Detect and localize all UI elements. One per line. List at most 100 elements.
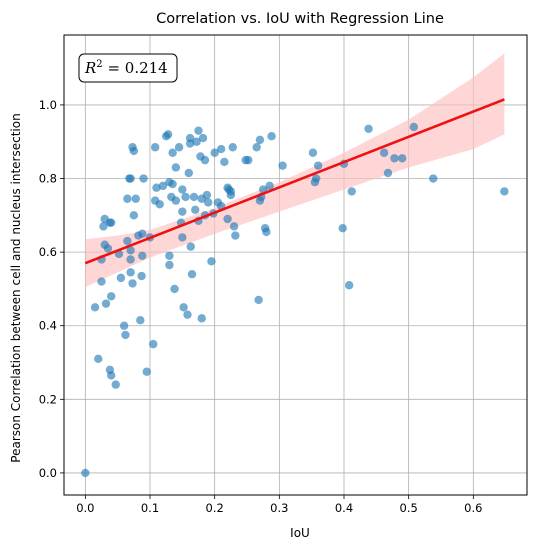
data-point bbox=[229, 222, 239, 231]
data-point bbox=[174, 143, 184, 152]
data-point bbox=[137, 271, 146, 281]
confidence-band-layer bbox=[85, 53, 505, 288]
x-tick-label: 0.4 bbox=[335, 501, 353, 515]
data-point bbox=[119, 321, 129, 330]
data-point bbox=[202, 190, 212, 200]
data-point bbox=[192, 137, 201, 146]
data-point bbox=[347, 187, 356, 196]
confidence-band bbox=[85, 53, 505, 288]
data-point bbox=[171, 163, 181, 172]
data-point bbox=[429, 174, 438, 183]
data-point bbox=[252, 143, 261, 152]
annotation-text: R2 = 0.214 bbox=[84, 59, 168, 77]
data-point bbox=[228, 143, 237, 152]
y-axis-ticks: 0.0 0.2 0.4 0.6 0.8 1.0 bbox=[39, 98, 64, 480]
data-point bbox=[244, 155, 253, 165]
data-point bbox=[178, 185, 187, 194]
y-axis-label: Pearson Correlation between cell and nuc… bbox=[9, 113, 23, 462]
data-point bbox=[338, 224, 347, 233]
data-point bbox=[139, 174, 148, 183]
data-point bbox=[197, 314, 206, 323]
data-point bbox=[216, 144, 226, 154]
data-point bbox=[94, 354, 103, 364]
y-tick-label: 0.8 bbox=[39, 172, 57, 186]
data-point bbox=[181, 192, 190, 202]
data-point bbox=[158, 181, 168, 191]
regression-line bbox=[84, 98, 505, 265]
data-point bbox=[90, 303, 100, 312]
data-point bbox=[149, 339, 158, 349]
annotation-value: = 0.214 bbox=[103, 59, 168, 77]
data-point bbox=[111, 380, 120, 389]
data-point bbox=[191, 205, 200, 214]
data-point bbox=[126, 255, 135, 264]
data-point bbox=[308, 148, 318, 157]
annotation-prefix: R bbox=[84, 59, 96, 77]
data-point bbox=[267, 132, 276, 141]
data-point bbox=[183, 310, 192, 319]
data-point bbox=[131, 194, 140, 203]
data-point bbox=[126, 174, 135, 183]
data-point bbox=[170, 284, 179, 294]
data-point bbox=[409, 122, 419, 132]
data-point bbox=[379, 148, 389, 157]
data-point bbox=[168, 148, 177, 157]
data-point bbox=[178, 207, 187, 216]
data-point bbox=[123, 236, 132, 246]
data-point bbox=[81, 468, 90, 478]
data-point bbox=[187, 270, 197, 279]
data-point bbox=[126, 246, 135, 255]
data-point bbox=[155, 200, 164, 209]
data-point bbox=[223, 214, 232, 224]
annotation-sup: 2 bbox=[96, 59, 102, 70]
data-point bbox=[210, 148, 219, 157]
data-point bbox=[231, 231, 240, 240]
data-point bbox=[344, 281, 354, 290]
data-point bbox=[364, 124, 373, 134]
data-point bbox=[397, 154, 407, 163]
x-tick-label: 0.0 bbox=[76, 501, 94, 515]
y-tick-label: 0.6 bbox=[39, 245, 57, 259]
x-tick-label: 0.6 bbox=[464, 501, 482, 515]
data-point bbox=[390, 154, 399, 163]
data-point bbox=[200, 155, 210, 165]
data-point bbox=[226, 190, 236, 200]
data-point bbox=[194, 126, 203, 135]
data-point bbox=[101, 299, 111, 308]
x-tick-label: 0.1 bbox=[141, 501, 159, 515]
data-point bbox=[204, 198, 213, 207]
regression-layer bbox=[84, 98, 505, 265]
data-point bbox=[129, 211, 139, 220]
y-tick-label: 0.2 bbox=[39, 392, 57, 406]
data-point bbox=[121, 330, 130, 340]
data-point bbox=[165, 260, 174, 270]
data-point bbox=[107, 371, 116, 380]
x-axis-label: IoU bbox=[290, 526, 310, 540]
data-points bbox=[81, 122, 509, 478]
data-point bbox=[278, 161, 287, 170]
data-point bbox=[185, 139, 195, 148]
x-axis-ticks: 0.0 0.1 0.2 0.3 0.4 0.5 0.6 bbox=[76, 495, 482, 515]
data-point bbox=[97, 277, 106, 286]
plot-frame bbox=[63, 34, 528, 496]
data-point bbox=[265, 181, 274, 191]
data-point bbox=[150, 143, 160, 152]
data-point bbox=[129, 146, 139, 156]
data-point bbox=[152, 183, 161, 192]
data-point bbox=[171, 196, 181, 205]
data-point bbox=[207, 257, 216, 266]
data-point bbox=[168, 179, 177, 189]
data-point bbox=[186, 242, 195, 251]
x-tick-label: 0.5 bbox=[400, 501, 418, 515]
x-tick-label: 0.2 bbox=[206, 501, 224, 515]
data-point bbox=[123, 194, 132, 203]
data-point bbox=[128, 279, 137, 288]
x-tick-label: 0.3 bbox=[270, 501, 288, 515]
data-point bbox=[165, 251, 174, 260]
data-point bbox=[254, 295, 263, 305]
data-point bbox=[179, 303, 188, 312]
data-point bbox=[313, 161, 323, 170]
data-point bbox=[107, 292, 116, 301]
